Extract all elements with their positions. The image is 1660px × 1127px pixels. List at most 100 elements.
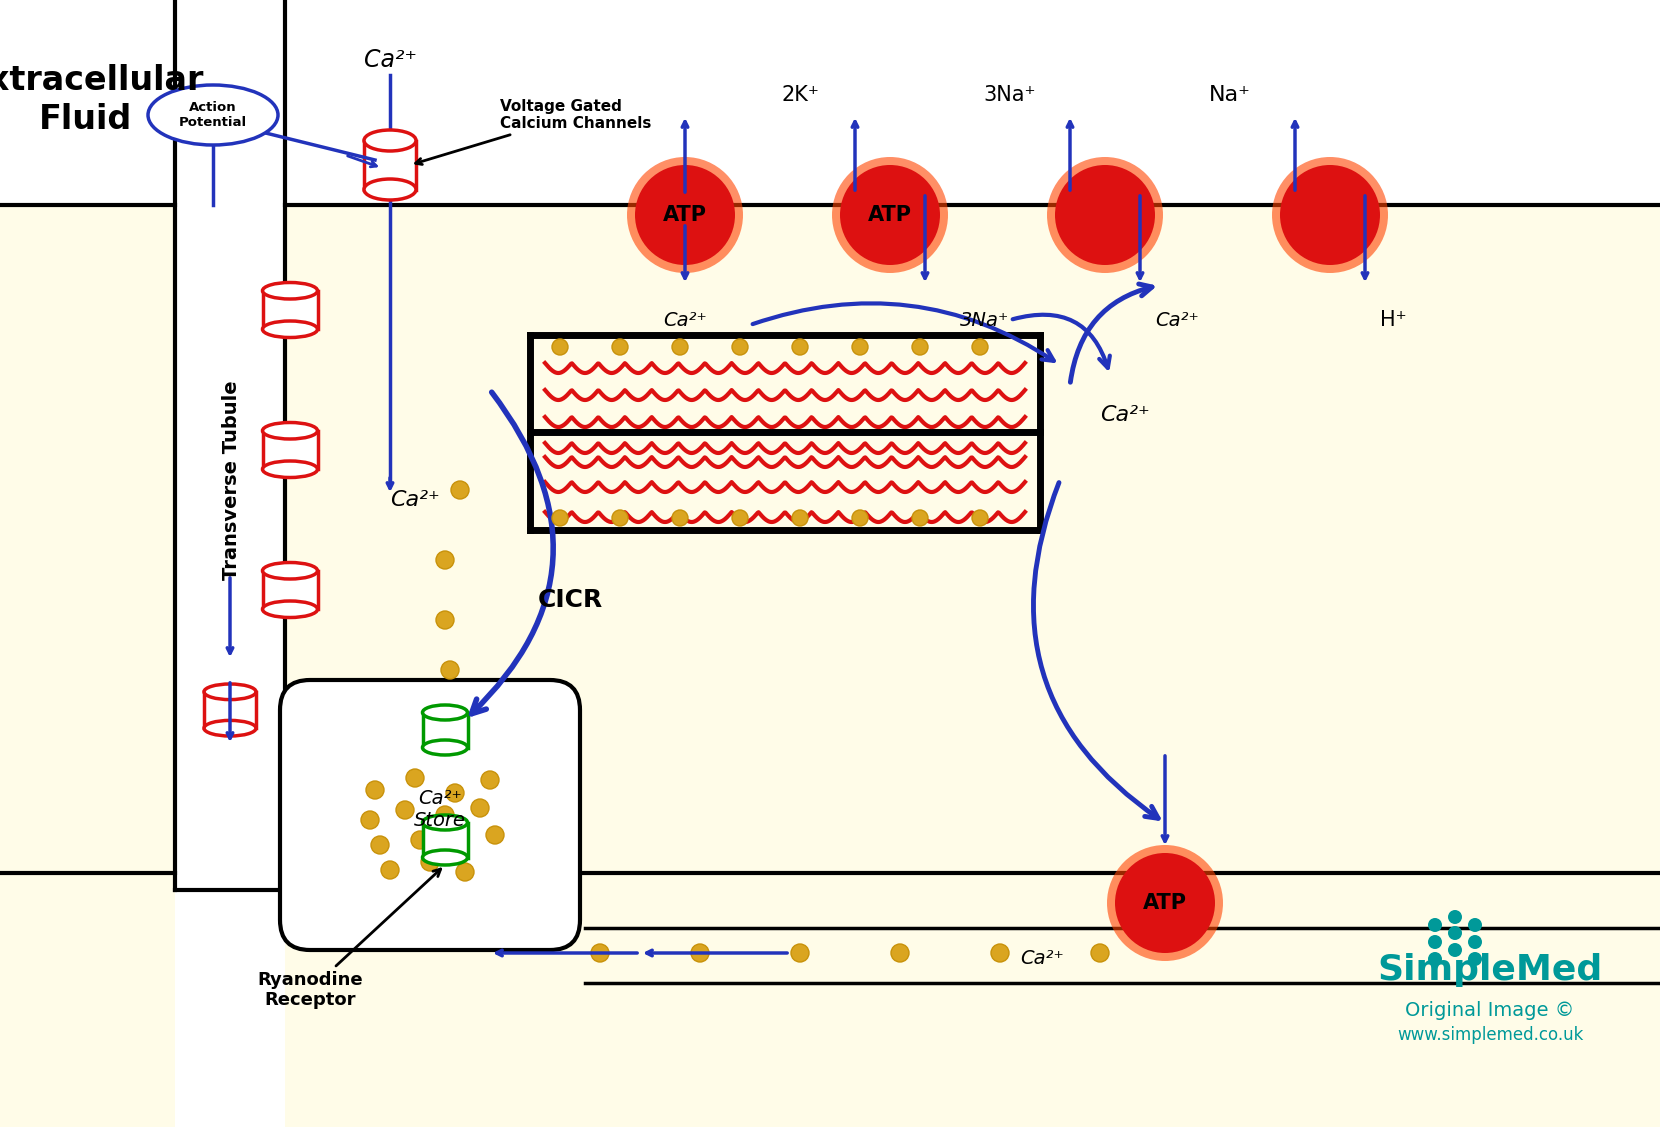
Circle shape — [1448, 909, 1462, 924]
Text: Na⁺: Na⁺ — [1208, 85, 1252, 105]
Text: Voltage Gated
Calcium Channels: Voltage Gated Calcium Channels — [415, 99, 651, 165]
Text: ATP: ATP — [662, 205, 707, 225]
Ellipse shape — [262, 423, 317, 440]
Circle shape — [891, 944, 910, 962]
FancyBboxPatch shape — [281, 680, 579, 950]
Text: ATP: ATP — [868, 205, 911, 225]
Ellipse shape — [423, 740, 468, 755]
Circle shape — [832, 157, 948, 273]
Ellipse shape — [262, 321, 317, 337]
FancyArrowPatch shape — [1034, 482, 1159, 818]
Circle shape — [627, 157, 744, 273]
Circle shape — [437, 611, 453, 629]
Text: Extracellular
Fluid: Extracellular Fluid — [0, 64, 204, 135]
Circle shape — [437, 806, 453, 824]
Circle shape — [840, 165, 940, 265]
Circle shape — [636, 165, 735, 265]
Ellipse shape — [423, 706, 468, 720]
Text: Action
Potential: Action Potential — [179, 101, 247, 128]
Circle shape — [452, 838, 470, 857]
Circle shape — [1448, 926, 1462, 940]
Circle shape — [370, 836, 388, 854]
Text: 2K⁺: 2K⁺ — [782, 85, 818, 105]
Circle shape — [412, 831, 428, 849]
Ellipse shape — [262, 601, 317, 618]
Circle shape — [973, 511, 988, 526]
Text: Ryanodine
Receptor: Ryanodine Receptor — [257, 869, 440, 1010]
Text: Ca²⁺: Ca²⁺ — [1101, 405, 1150, 425]
Circle shape — [852, 511, 868, 526]
Circle shape — [447, 784, 465, 802]
Circle shape — [397, 801, 413, 819]
Ellipse shape — [204, 684, 256, 700]
Circle shape — [1467, 952, 1482, 966]
Bar — [286, 205, 1660, 1127]
Bar — [423, 712, 468, 747]
Bar — [262, 431, 317, 469]
Circle shape — [852, 339, 868, 355]
Circle shape — [1448, 943, 1462, 957]
Circle shape — [792, 339, 808, 355]
Text: Transverse Tubule: Transverse Tubule — [221, 380, 241, 579]
Circle shape — [553, 339, 568, 355]
Ellipse shape — [364, 130, 417, 151]
Circle shape — [457, 863, 475, 881]
Circle shape — [1280, 165, 1379, 265]
Circle shape — [1116, 853, 1215, 953]
FancyArrowPatch shape — [471, 392, 553, 713]
Circle shape — [360, 811, 378, 829]
Circle shape — [407, 769, 423, 787]
Text: H⁺: H⁺ — [1379, 310, 1406, 330]
Circle shape — [613, 511, 627, 526]
Ellipse shape — [423, 850, 468, 866]
Circle shape — [422, 853, 438, 871]
Ellipse shape — [364, 179, 417, 199]
Bar — [0, 205, 174, 1127]
Text: Ca²⁺: Ca²⁺ — [364, 48, 417, 72]
Text: Ca²⁺: Ca²⁺ — [390, 490, 440, 511]
Bar — [262, 291, 317, 329]
Bar — [286, 873, 1660, 1127]
Circle shape — [452, 481, 470, 499]
Ellipse shape — [423, 815, 468, 829]
Circle shape — [553, 511, 568, 526]
Circle shape — [1091, 944, 1109, 962]
FancyArrowPatch shape — [752, 303, 1054, 361]
Circle shape — [973, 339, 988, 355]
Text: 3Na⁺: 3Na⁺ — [959, 311, 1009, 329]
Circle shape — [365, 781, 383, 799]
Circle shape — [1107, 845, 1223, 961]
Ellipse shape — [204, 720, 256, 736]
Text: Ca²⁺: Ca²⁺ — [1155, 311, 1199, 329]
Circle shape — [792, 944, 808, 962]
Circle shape — [1467, 919, 1482, 932]
Circle shape — [613, 339, 627, 355]
Circle shape — [991, 944, 1009, 962]
Circle shape — [591, 944, 609, 962]
Circle shape — [1056, 165, 1155, 265]
Circle shape — [437, 551, 453, 569]
Circle shape — [471, 799, 490, 817]
Text: CICR: CICR — [538, 588, 603, 612]
Ellipse shape — [262, 562, 317, 579]
Circle shape — [382, 861, 398, 879]
FancyArrowPatch shape — [1071, 284, 1152, 382]
Text: 3Na⁺: 3Na⁺ — [984, 85, 1036, 105]
Bar — [204, 692, 256, 728]
Circle shape — [911, 339, 928, 355]
Circle shape — [732, 339, 749, 355]
Circle shape — [486, 826, 505, 844]
FancyArrowPatch shape — [1013, 314, 1111, 367]
Circle shape — [1428, 935, 1443, 949]
Text: Ca²⁺: Ca²⁺ — [662, 311, 707, 329]
Circle shape — [672, 339, 687, 355]
Circle shape — [732, 511, 749, 526]
Ellipse shape — [262, 283, 317, 299]
Bar — [364, 141, 417, 189]
Circle shape — [1428, 919, 1443, 932]
Bar — [174, 0, 286, 890]
Text: Original Image ©: Original Image © — [1406, 1001, 1575, 1020]
Circle shape — [1047, 157, 1164, 273]
Circle shape — [792, 511, 808, 526]
Circle shape — [442, 662, 460, 678]
